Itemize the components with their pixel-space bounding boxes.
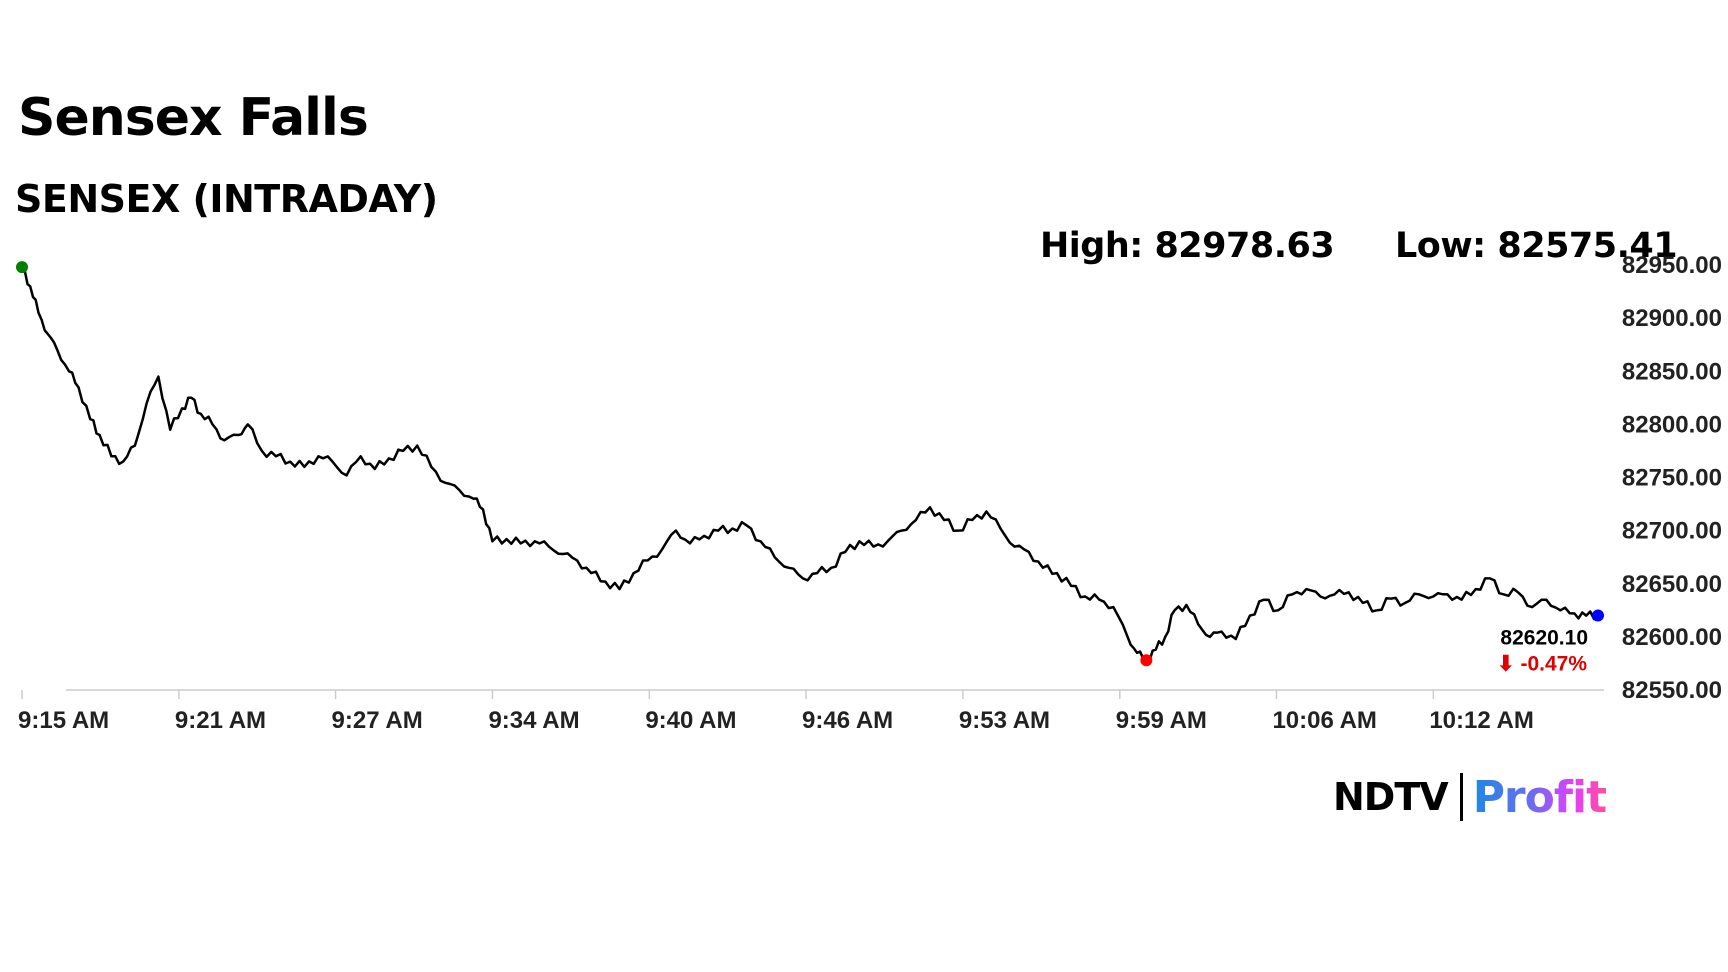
chart-title: Sensex Falls — [18, 88, 369, 148]
x-tick-label: 10:06 AM — [1272, 707, 1376, 734]
y-tick-label: 82900.00 — [1622, 305, 1722, 332]
y-tick-label: 82550.00 — [1622, 677, 1722, 704]
x-tick-label: 9:46 AM — [802, 707, 893, 734]
y-tick-label: 82850.00 — [1622, 358, 1722, 385]
x-tick-label: 9:53 AM — [959, 707, 1050, 734]
y-axis: 82550.00 82600.00 82650.00 82700.00 82750.00… — [1622, 252, 1722, 704]
high-value: High: 82978.63 — [1040, 226, 1335, 266]
logo-profit-text: Profit — [1472, 771, 1607, 823]
x-tick-label: 9:34 AM — [488, 707, 579, 734]
x-tick-label: 9:21 AM — [175, 707, 266, 734]
logo-divider — [1459, 773, 1463, 821]
logo-ndtv-text: NDTV — [1333, 775, 1449, 819]
low-marker — [1140, 654, 1153, 667]
y-tick-label: 82650.00 — [1622, 571, 1722, 598]
start-marker — [16, 261, 28, 274]
ndtv-profit-logo: NDTV Profit — [1333, 771, 1607, 823]
y-tick-label: 82950.00 — [1622, 252, 1722, 279]
last-change-label: ⬇ -0.47% — [1497, 653, 1587, 676]
y-tick-label: 82750.00 — [1622, 465, 1722, 492]
x-tick-label: 9:59 AM — [1116, 707, 1207, 734]
x-tick-label: 9:15 AM — [18, 707, 109, 734]
last-price-label: 82620.10 — [1500, 627, 1588, 650]
y-tick-label: 82600.00 — [1622, 624, 1722, 651]
x-tick-label: 9:27 AM — [332, 707, 423, 734]
series-line-sensex — [21, 266, 1599, 663]
x-tick-label: 10:12 AM — [1429, 707, 1533, 734]
x-tick-label: 9:40 AM — [645, 707, 736, 734]
last-marker — [1592, 609, 1604, 622]
low-value: Low: 82575.41 — [1395, 226, 1678, 266]
markers — [16, 261, 1604, 667]
x-axis: 9:15 AM 9:21 AM 9:27 AM 9:34 AM 9:40 AM 9:46 … — [18, 690, 1534, 734]
chart-subtitle: SENSEX (INTRADAY) — [15, 177, 438, 221]
y-tick-label: 82700.00 — [1622, 518, 1722, 545]
y-tick-label: 82800.00 — [1622, 411, 1722, 438]
